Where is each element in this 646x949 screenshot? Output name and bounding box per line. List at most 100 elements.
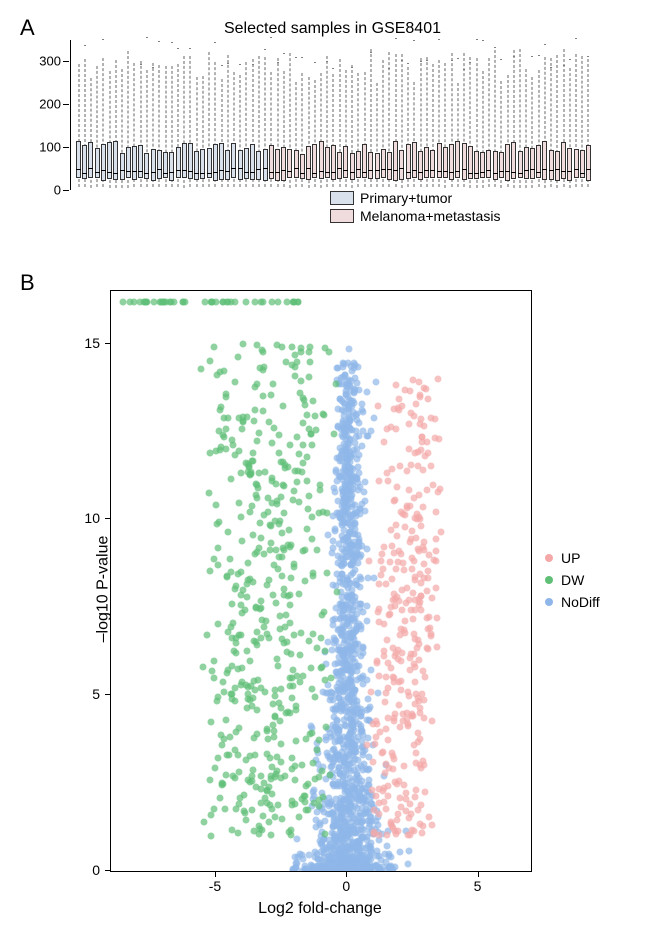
volcano-point — [307, 664, 314, 671]
volcano-point — [337, 668, 344, 675]
volcano-point — [349, 630, 356, 637]
panel-b-ytick — [105, 518, 110, 519]
volcano-plot — [110, 290, 532, 872]
volcano-point — [354, 456, 361, 463]
volcano-point — [341, 412, 348, 419]
volcano-point — [336, 848, 343, 855]
volcano-point — [321, 831, 328, 838]
volcano-point — [386, 864, 393, 871]
volcano-point — [397, 678, 404, 685]
volcano-point — [267, 546, 274, 553]
volcano-point — [376, 478, 383, 485]
volcano-point — [254, 380, 261, 387]
volcano-point — [336, 513, 343, 520]
volcano-point — [360, 673, 367, 680]
volcano-point — [270, 425, 277, 432]
volcano-point — [254, 495, 261, 502]
volcano-point — [323, 723, 330, 730]
boxplot-item — [468, 40, 473, 190]
volcano-point — [428, 821, 435, 828]
volcano-point — [269, 790, 276, 797]
boxplot-item — [580, 40, 585, 190]
volcano-point — [275, 298, 282, 305]
volcano-point — [361, 507, 368, 514]
boxplot-item — [207, 40, 212, 190]
volcano-point — [171, 298, 178, 305]
volcano-point — [208, 667, 215, 674]
volcano-point — [366, 557, 373, 564]
volcano-point — [390, 715, 397, 722]
volcano-point — [374, 403, 381, 410]
volcano-point — [357, 626, 364, 633]
volcano-point — [373, 863, 380, 870]
legend-label: UP — [561, 550, 580, 566]
volcano-point — [286, 442, 293, 449]
volcano-point — [303, 736, 310, 743]
volcano-point — [254, 341, 261, 348]
volcano-point — [423, 644, 430, 651]
volcano-point — [377, 558, 384, 565]
volcano-point — [375, 609, 382, 616]
panel-b-ytick-label: 10 — [70, 510, 100, 526]
volcano-point — [254, 677, 261, 684]
volcano-point — [324, 570, 331, 577]
panel-b-ytick — [105, 343, 110, 344]
volcano-point — [298, 344, 305, 351]
panel-b-xtick — [215, 872, 216, 877]
volcano-point — [389, 765, 396, 772]
volcano-point — [219, 781, 226, 788]
volcano-point — [322, 677, 329, 684]
volcano-point — [406, 654, 413, 661]
volcano-point — [320, 412, 327, 419]
volcano-point — [252, 751, 259, 758]
volcano-point — [208, 832, 215, 839]
volcano-point — [335, 728, 342, 735]
volcano-point — [337, 444, 344, 451]
volcano-point — [424, 567, 431, 574]
volcano-point — [268, 474, 275, 481]
boxplot-item — [269, 40, 274, 190]
volcano-point — [382, 581, 389, 588]
volcano-point — [232, 806, 239, 813]
legend-label: Primary+tumor — [360, 190, 452, 206]
volcano-point — [420, 504, 427, 511]
panel-a-legend-item: Melanoma+metastasis — [330, 208, 500, 224]
volcano-point — [287, 601, 294, 608]
panel-b-ylabel: –log10 P-value — [94, 536, 112, 643]
volcano-point — [387, 559, 394, 566]
boxplot-item — [231, 40, 236, 190]
volcano-point — [396, 849, 403, 856]
volcano-point — [427, 415, 434, 422]
volcano-point — [337, 452, 344, 459]
volcano-point — [249, 457, 256, 464]
volcano-point — [258, 773, 265, 780]
volcano-point — [279, 554, 286, 561]
volcano-point — [278, 344, 285, 351]
volcano-point — [257, 535, 264, 542]
volcano-point — [391, 497, 398, 504]
panel-a-plot: 0100200300 — [70, 40, 596, 190]
volcano-point — [415, 514, 422, 521]
volcano-point — [438, 528, 445, 535]
volcano-point — [247, 576, 254, 583]
volcano-point — [248, 806, 255, 813]
volcano-point — [306, 638, 313, 645]
volcano-point — [216, 406, 223, 413]
volcano-point — [383, 805, 390, 812]
volcano-point — [350, 826, 357, 833]
volcano-point — [243, 682, 250, 689]
volcano-point — [364, 433, 371, 440]
volcano-point — [305, 505, 312, 512]
volcano-point — [323, 509, 330, 516]
volcano-point — [338, 630, 345, 637]
volcano-point — [384, 659, 391, 666]
volcano-point — [318, 634, 325, 641]
volcano-point — [330, 544, 337, 551]
panel-b-ytick — [105, 870, 110, 871]
volcano-point — [266, 819, 273, 826]
boxplot-item — [561, 40, 566, 190]
volcano-point — [391, 549, 398, 556]
volcano-point — [354, 772, 361, 779]
volcano-point — [396, 406, 403, 413]
volcano-point — [297, 629, 304, 636]
